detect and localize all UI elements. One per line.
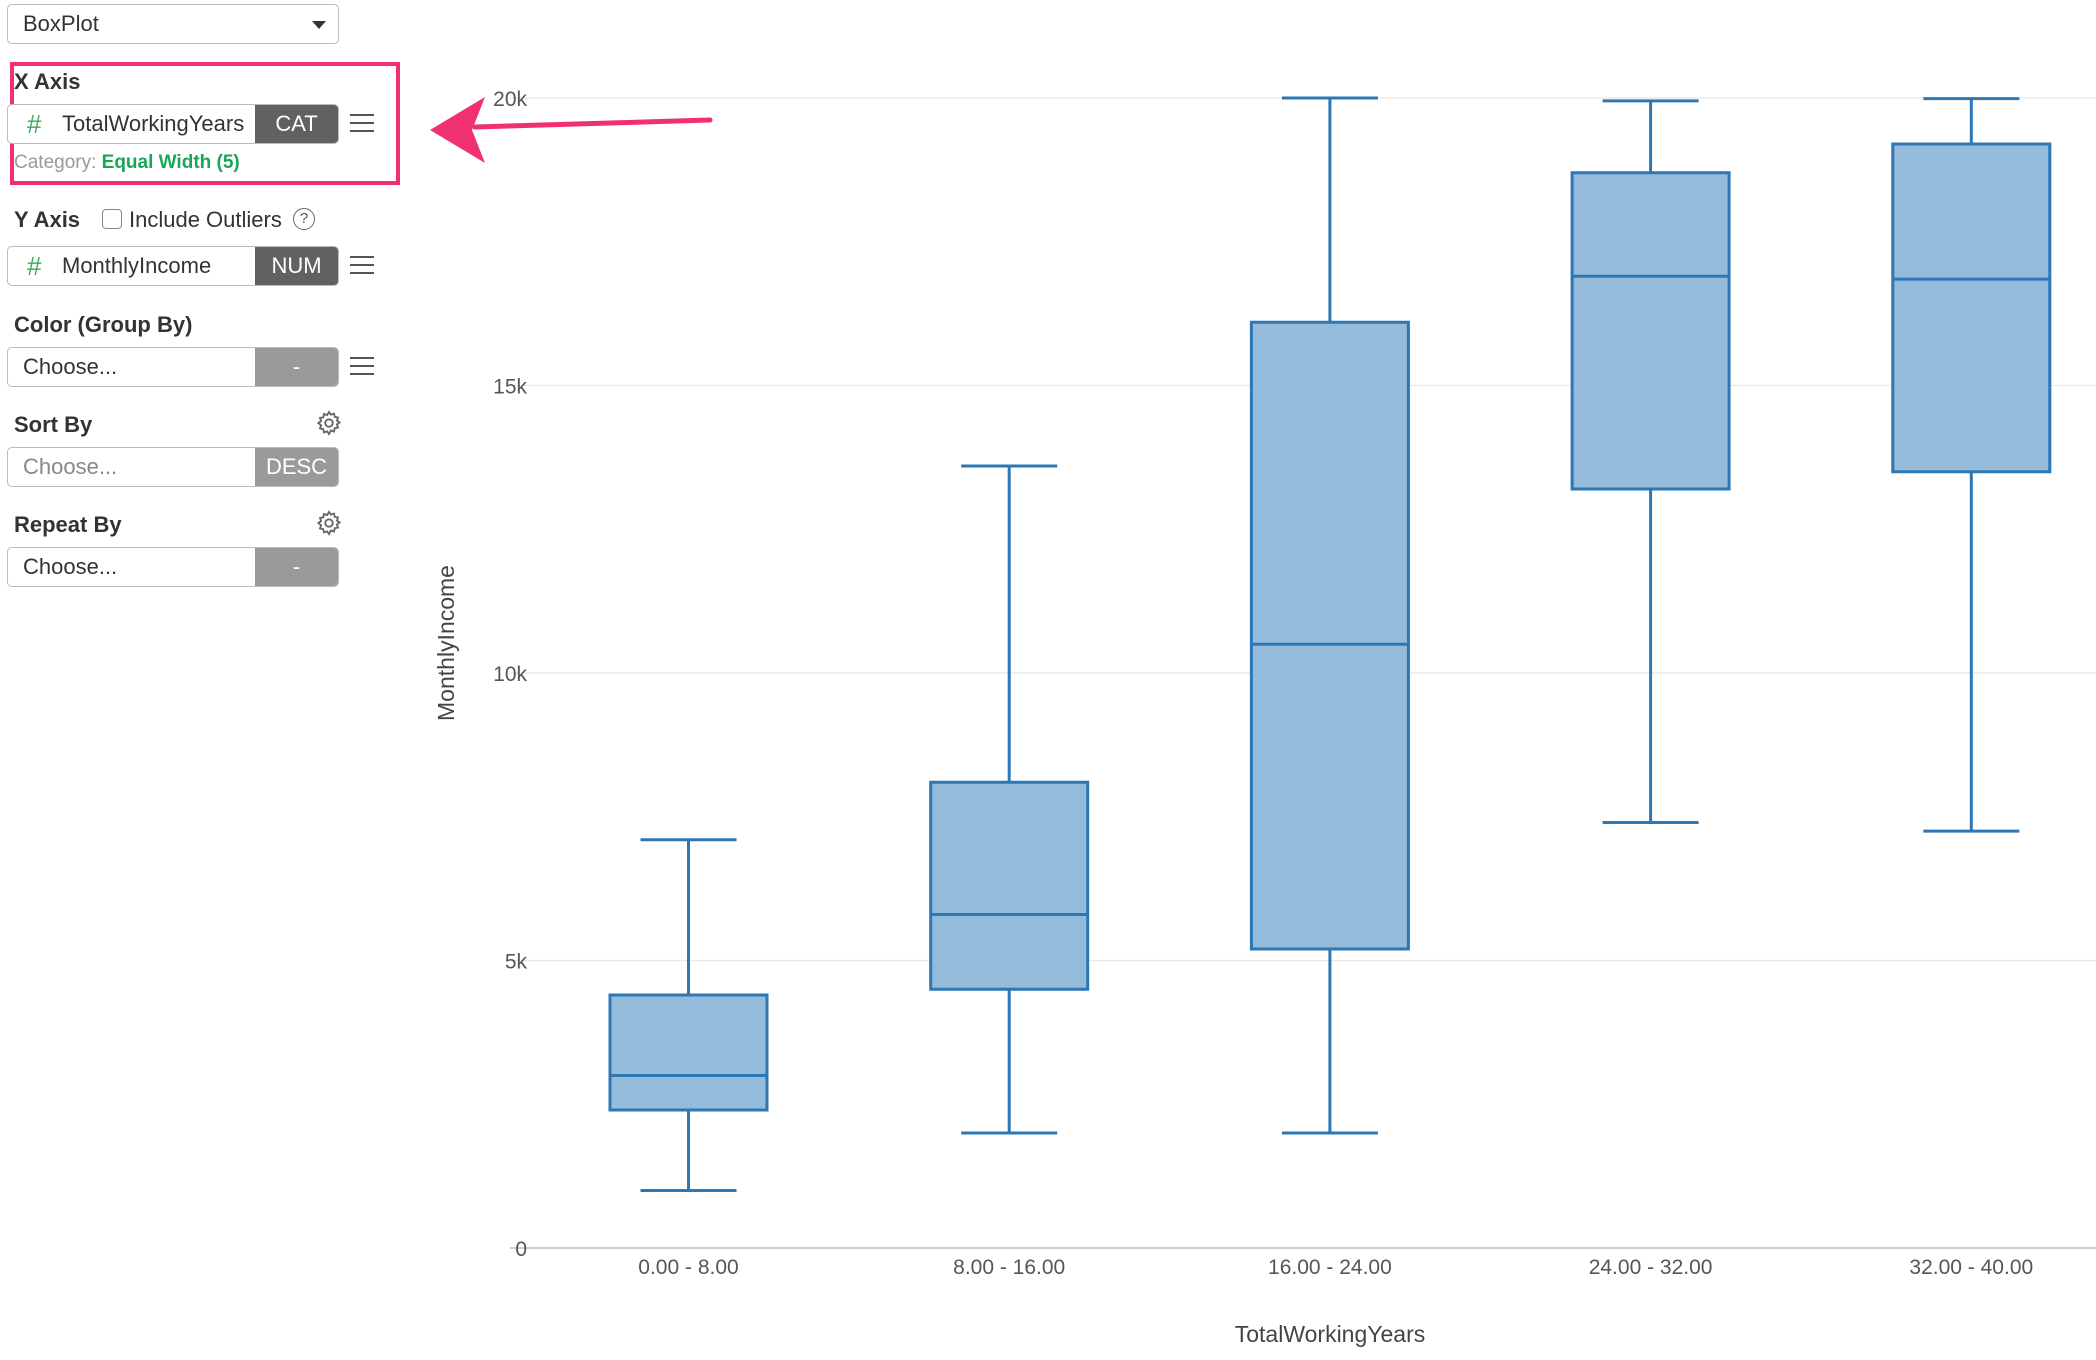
- color-group-by-field[interactable]: Choose... -: [7, 347, 339, 387]
- category-label: Category:: [14, 152, 97, 173]
- color-group-by-menu-icon[interactable]: [350, 357, 374, 375]
- box-series: [608, 96, 2052, 1192]
- x-tick-label: 8.00 - 16.00: [953, 1256, 1065, 1279]
- annotation-arrow-icon: [430, 97, 713, 163]
- repeat-by-gear-icon[interactable]: [315, 509, 343, 537]
- sort-order-tag[interactable]: DESC: [255, 448, 338, 486]
- sort-by-field[interactable]: Choose... DESC: [7, 447, 339, 487]
- y-tick-label: 15k: [493, 376, 527, 399]
- box-iqr: [929, 780, 1090, 991]
- boxplot-chart: 0 5k 10k 15k 20k 0.00 - 8.00 8.00 - 16.00 16.0…: [433, 88, 2096, 1347]
- y-axis-label: Y Axis: [14, 207, 81, 232]
- include-outliers-label: Include Outliers: [129, 207, 282, 232]
- x-axis-label: X Axis: [14, 69, 81, 94]
- x-tick-label: 32.00 - 40.00: [1909, 1256, 2033, 1279]
- box-iqr: [1891, 142, 2052, 474]
- chart-type-value: BoxPlot: [23, 11, 99, 36]
- settings-sidebar: BoxPlot X Axis # TotalWorkingYears CAT C…: [0, 0, 400, 1360]
- repeat-by-placeholder: Choose...: [23, 554, 118, 579]
- x-axis-field[interactable]: # TotalWorkingYears CAT: [7, 104, 339, 144]
- sort-by-gear-icon[interactable]: [315, 409, 343, 437]
- include-outliers-checkbox[interactable]: [102, 209, 122, 229]
- sort-by-placeholder: Choose...: [23, 454, 118, 479]
- x-axis-field-name: TotalWorkingYears: [62, 111, 245, 136]
- repeat-by-tag[interactable]: -: [255, 548, 338, 586]
- y-tick-label: 5k: [505, 951, 528, 974]
- repeat-by-label: Repeat By: [14, 512, 122, 537]
- x-tick-labels: 0.00 - 8.00 8.00 - 16.00 16.00 - 24.00 24.0…: [638, 1256, 2033, 1279]
- y-tick-label: 0: [515, 1238, 527, 1261]
- numeric-hash-icon: #: [27, 109, 42, 139]
- help-icon[interactable]: ?: [293, 208, 315, 230]
- y-tick-label: 10k: [493, 663, 527, 686]
- color-group-by-tag[interactable]: -: [255, 348, 338, 386]
- box-iqr: [1570, 171, 1731, 491]
- y-axis-title: MonthlyIncome: [433, 565, 459, 721]
- y-tick-label: 20k: [493, 88, 527, 111]
- category-setting-link[interactable]: Equal Width (5): [101, 152, 240, 173]
- x-axis-menu-icon[interactable]: [350, 114, 374, 132]
- x-axis-category-info: Category: Equal Width (5): [14, 152, 240, 174]
- y-axis-menu-icon[interactable]: [350, 256, 374, 274]
- repeat-by-field[interactable]: Choose... -: [7, 547, 339, 587]
- numeric-hash-icon: #: [27, 251, 42, 281]
- y-axis-type-tag[interactable]: NUM: [255, 247, 338, 285]
- sort-by-label: Sort By: [14, 412, 93, 437]
- x-tick-label: 16.00 - 24.00: [1268, 1256, 1392, 1279]
- box-iqr: [1249, 320, 1410, 951]
- y-axis-field[interactable]: # MonthlyIncome NUM: [7, 246, 339, 286]
- x-tick-label: 0.00 - 8.00: [638, 1256, 738, 1279]
- chevron-down-icon: [312, 21, 326, 29]
- box-iqr: [608, 993, 769, 1112]
- y-axis-field-name: MonthlyIncome: [62, 253, 212, 278]
- y-tick-labels: 0 5k 10k 15k 20k: [493, 88, 527, 1261]
- x-axis-type-tag[interactable]: CAT: [255, 105, 338, 143]
- color-group-by-label: Color (Group By): [14, 312, 193, 337]
- chart-type-select[interactable]: BoxPlot: [7, 4, 339, 44]
- x-axis-title: TotalWorkingYears: [1235, 1321, 1426, 1347]
- x-tick-label: 24.00 - 32.00: [1589, 1256, 1713, 1279]
- color-group-by-placeholder: Choose...: [23, 354, 118, 379]
